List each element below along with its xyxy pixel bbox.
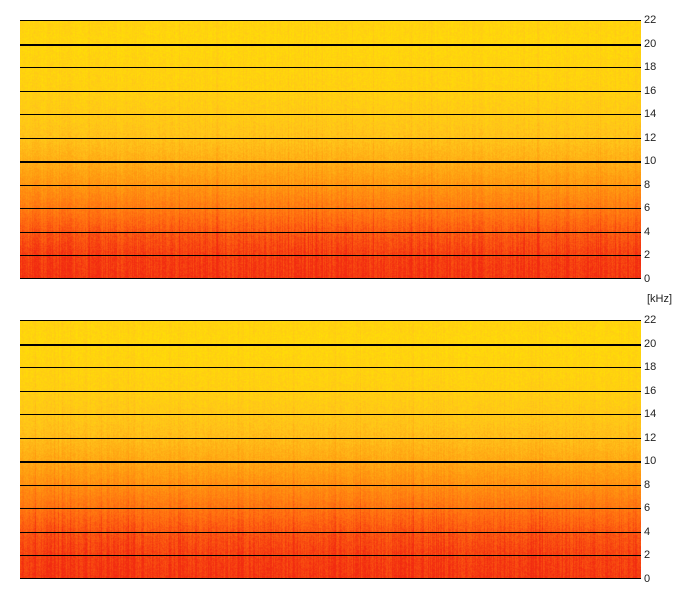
y-tick-label: 18 [644,361,657,373]
y-tick-label: 10 [644,155,657,167]
y-tick-label: 8 [644,179,651,191]
gridline-22khz [20,20,641,21]
y-tick-label: 22 [644,14,657,26]
gridline-8khz [20,485,641,486]
y-tick-label: 22 [644,314,657,326]
gridline-6khz [20,508,641,509]
y-tick-label: 14 [644,408,657,420]
gridline-10khz [20,161,641,163]
y-tick-label: 12 [644,432,657,444]
spectrogram-top-image [20,20,641,279]
gridline-14khz [20,114,641,115]
gridline-22khz [20,320,641,321]
y-tick-label: 0 [644,573,651,585]
y-tick-label: 18 [644,61,657,73]
y-tick-label: 2 [644,549,651,561]
y-tick-label: 2 [644,249,651,261]
y-tick-label: 10 [644,455,657,467]
y-tick-label: 12 [644,132,657,144]
gridline-6khz [20,208,641,209]
y-tick-label: 0 [644,273,651,285]
gridline-2khz [20,555,641,556]
y-tick-label: 6 [644,202,651,214]
gridline-16khz [20,91,641,92]
gridline-16khz [20,391,641,392]
gridline-18khz [20,67,641,68]
spectrogram-top [20,20,641,279]
y-tick-label: 4 [644,526,651,538]
gridline-20khz [20,44,641,46]
y-axis-bottom: 22 20 18 16 14 12 10 8 6 4 2 0 [644,314,683,585]
spectrogram-bottom [20,320,641,579]
gridline-14khz [20,414,641,415]
gridline-8khz [20,185,641,186]
y-tick-label: 16 [644,85,657,97]
y-tick-label: 6 [644,502,651,514]
y-tick-label: 20 [644,338,657,350]
y-tick-label: 16 [644,385,657,397]
gridline-10khz [20,461,641,463]
gridline-0khz [20,578,641,579]
gridline-2khz [20,255,641,256]
gridline-4khz [20,532,641,533]
y-axis-unit-label: [kHz] [647,293,673,305]
y-axis-top: 22 20 18 16 14 12 10 8 6 4 2 0 [644,14,683,285]
gridline-0khz [20,278,641,279]
y-tick-label: 14 [644,108,657,120]
y-tick-label: 20 [644,38,657,50]
gridline-12khz [20,438,641,439]
gridline-18khz [20,367,641,368]
y-tick-label: 8 [644,479,651,491]
y-tick-label: 4 [644,226,651,238]
gridline-4khz [20,232,641,233]
gridline-20khz [20,344,641,346]
gridline-12khz [20,138,641,139]
spectrogram-bottom-image [20,320,641,579]
